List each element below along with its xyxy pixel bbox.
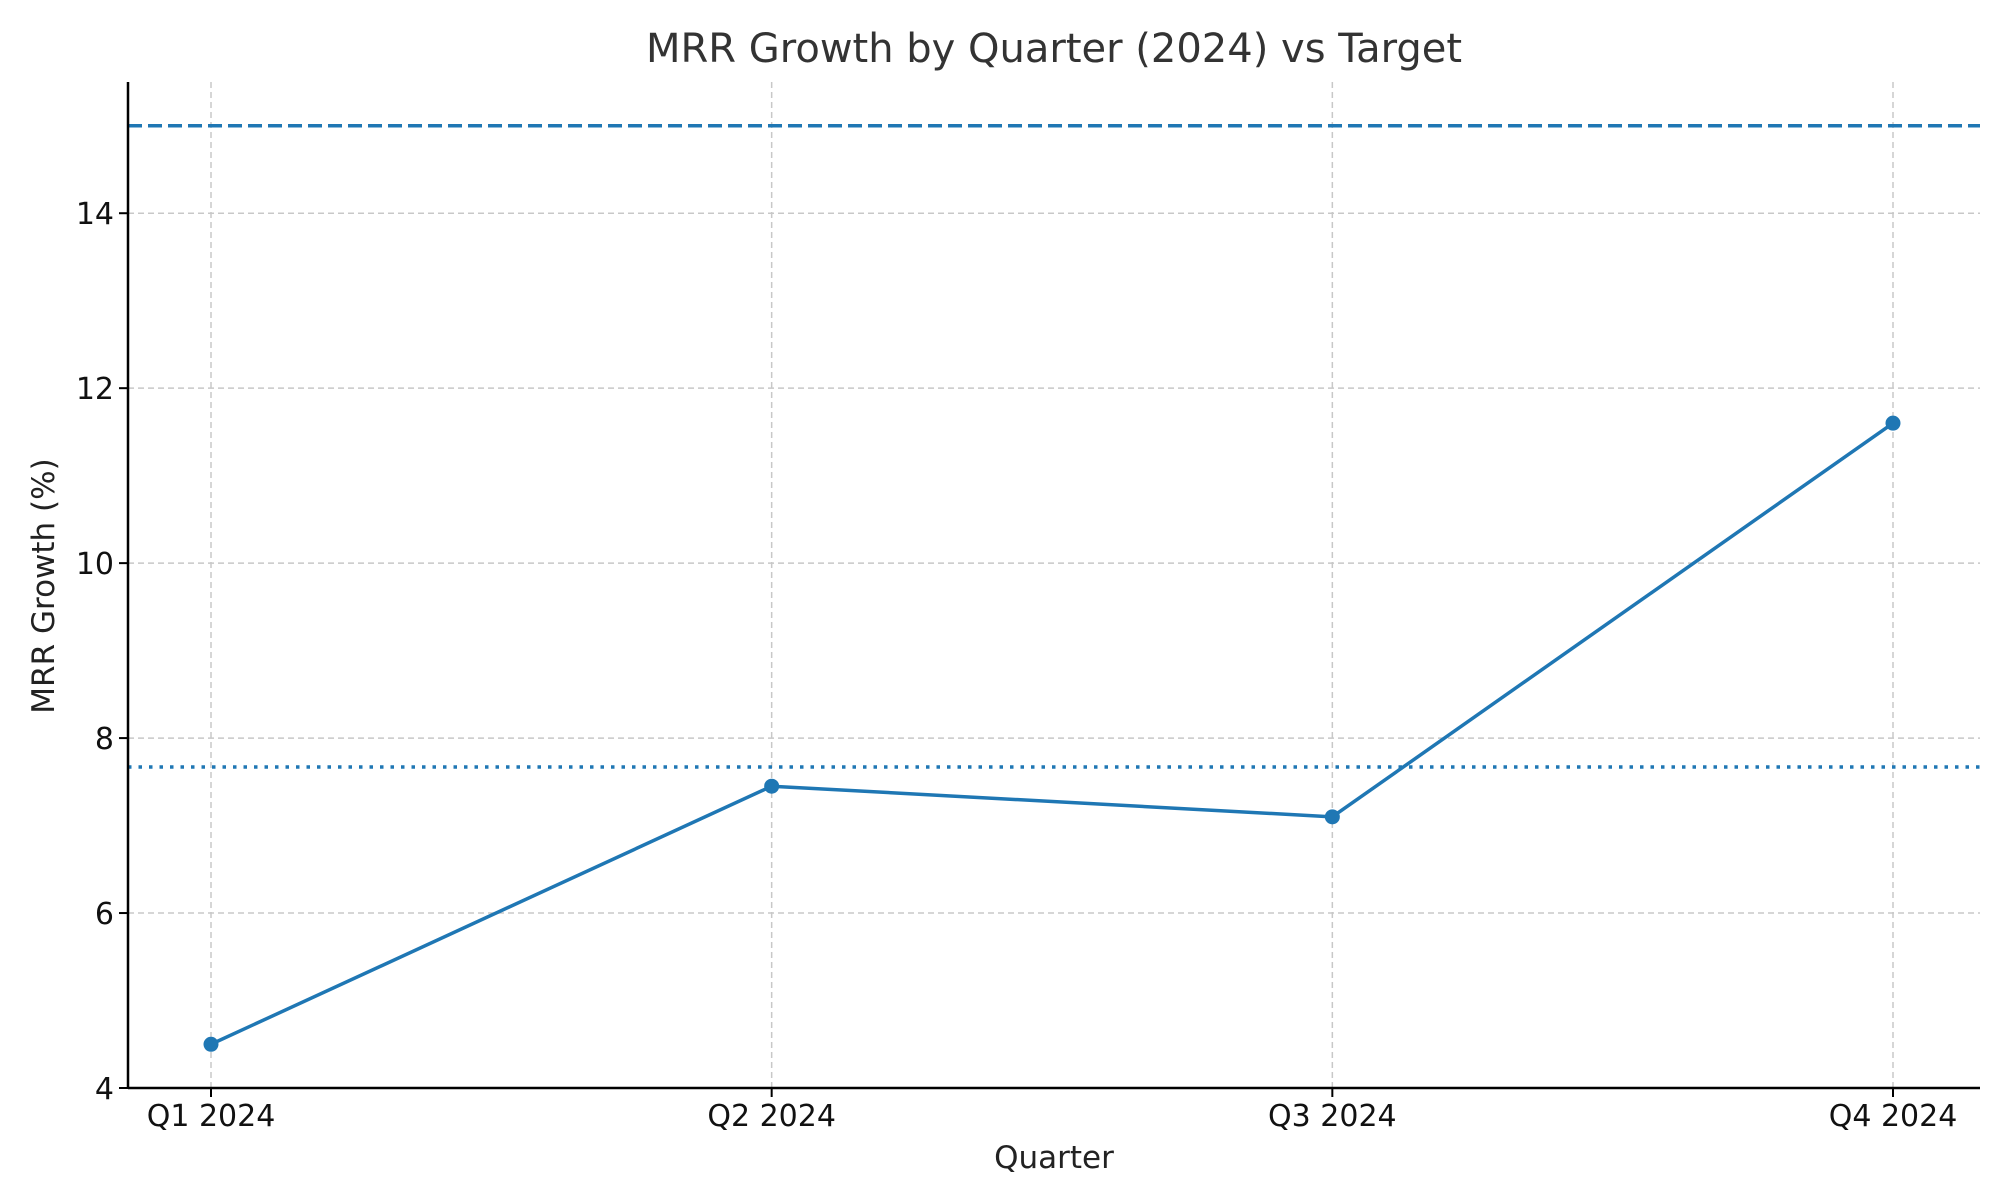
x-tick-label: Q1 2024: [147, 1099, 276, 1134]
y-tick-label: 14: [76, 197, 114, 232]
x-tick-label: Q4 2024: [1829, 1099, 1958, 1134]
x-tick-label: Q2 2024: [707, 1099, 836, 1134]
data-point: [1885, 415, 1901, 431]
data-point: [203, 1036, 219, 1052]
x-tick-label: Q3 2024: [1268, 1099, 1397, 1134]
data-point: [764, 778, 780, 794]
y-tick-label: 6: [95, 897, 114, 932]
series-layer: [203, 415, 1901, 1052]
y-tick-label: 10: [76, 547, 114, 582]
y-tick-label: 8: [95, 722, 114, 757]
y-axis-label: MRR Growth (%): [26, 458, 62, 713]
chart-title: MRR Growth by Quarter (2024) vs Target: [646, 26, 1462, 72]
grid: [128, 82, 1980, 1088]
axes: [126, 82, 1980, 1090]
data-point: [1324, 809, 1340, 825]
series-line: [210, 421, 1895, 1046]
ticks: 4 6 8 10 12 14 Q1 2024 Q2 2024 Q3 2024 Q4 2024: [76, 197, 1957, 1134]
y-tick-label: 12: [76, 372, 114, 407]
x-axis-label: Quarter: [994, 1140, 1114, 1176]
reference-lines: [128, 123, 1980, 769]
y-tick-label: 4: [95, 1072, 114, 1107]
